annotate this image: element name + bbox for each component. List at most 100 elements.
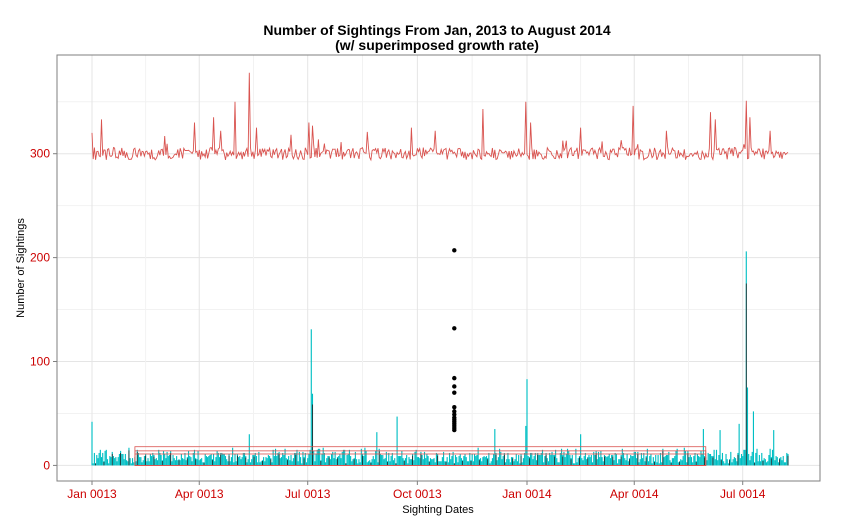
- bar: [347, 453, 349, 466]
- bar: [354, 451, 356, 466]
- bar: [594, 455, 596, 466]
- bar: [605, 456, 607, 466]
- bar: [341, 451, 343, 466]
- bar: [258, 451, 260, 466]
- bar: [404, 458, 407, 466]
- bar: [634, 451, 637, 466]
- bar: [471, 453, 473, 466]
- bar: [259, 462, 261, 466]
- bar: [781, 460, 783, 466]
- bar: [510, 457, 513, 466]
- bar: [723, 461, 725, 466]
- bar: [649, 456, 651, 466]
- bar: [112, 456, 115, 466]
- bar: [140, 457, 142, 466]
- bar: [232, 447, 234, 466]
- bar: [719, 430, 721, 466]
- bar: [373, 459, 376, 466]
- bar: [151, 456, 153, 466]
- plot-panel: [57, 55, 820, 481]
- bar: [475, 456, 477, 466]
- bar: [727, 463, 729, 466]
- bar: [656, 462, 658, 466]
- bar: [340, 458, 342, 466]
- bar: [344, 449, 346, 466]
- bar: [389, 461, 391, 466]
- bar: [257, 462, 259, 466]
- bar: [332, 451, 334, 466]
- bar: [547, 461, 550, 466]
- bar: [446, 457, 448, 466]
- bar: [109, 456, 111, 466]
- bar: [454, 455, 457, 466]
- bar: [671, 458, 673, 466]
- bar: [100, 457, 103, 466]
- bar: [251, 459, 253, 466]
- bar: [673, 458, 675, 466]
- bar: [773, 430, 775, 466]
- bar: [502, 456, 504, 466]
- bar: [381, 455, 383, 466]
- bar: [661, 462, 663, 466]
- bar: [105, 449, 107, 466]
- bar: [198, 460, 200, 466]
- bar: [713, 449, 715, 466]
- bar: [619, 459, 621, 466]
- bar: [551, 451, 553, 466]
- bar: [201, 458, 203, 466]
- bar: [247, 459, 249, 466]
- bar: [377, 462, 379, 466]
- data-point: [452, 326, 457, 331]
- bar: [711, 456, 713, 466]
- bar: [435, 452, 437, 466]
- bar: [535, 460, 538, 466]
- bar: [693, 456, 695, 466]
- bar: [556, 458, 558, 466]
- x-tick-label: Apr 0013: [175, 487, 224, 501]
- growth-rate-line: [91, 72, 789, 162]
- chart-title-line2: (w/ superimposed growth rate): [335, 37, 539, 53]
- bar: [342, 449, 345, 466]
- bar: [155, 458, 157, 466]
- bar: [748, 453, 750, 466]
- bar: [482, 457, 484, 466]
- bar: [327, 456, 329, 466]
- bar: [646, 448, 648, 466]
- bar: [168, 455, 171, 466]
- bar: [441, 457, 443, 466]
- x-tick-label: Jan 0014: [502, 487, 552, 501]
- bar: [266, 458, 268, 466]
- bar: [516, 461, 519, 466]
- bar: [239, 456, 241, 466]
- bar: [538, 455, 540, 466]
- x-tick-label: Jul 0014: [720, 487, 766, 501]
- x-tick-label: Jan 0013: [67, 487, 117, 501]
- line-series: [91, 72, 789, 162]
- bar: [738, 423, 740, 466]
- bar: [390, 456, 392, 466]
- bar: [438, 461, 440, 466]
- bar: [780, 457, 782, 466]
- bar: [518, 455, 520, 466]
- bar: [739, 458, 741, 466]
- y-tick-label: 200: [30, 251, 50, 265]
- bar: [659, 452, 662, 466]
- bar: [429, 458, 432, 466]
- bar: [106, 459, 109, 466]
- bar: [572, 463, 575, 466]
- bar: [555, 449, 557, 466]
- bar: [246, 462, 248, 466]
- bar: [384, 458, 386, 466]
- bar: [416, 457, 418, 466]
- bar: [469, 452, 471, 466]
- bar: [621, 448, 623, 466]
- bar: [459, 453, 461, 466]
- bar: [323, 452, 325, 466]
- bar: [417, 457, 420, 466]
- bar: [330, 453, 333, 466]
- bar: [583, 456, 585, 466]
- bar: [227, 461, 229, 466]
- bar: [657, 455, 659, 466]
- bar: [764, 459, 766, 466]
- bar: [465, 457, 467, 466]
